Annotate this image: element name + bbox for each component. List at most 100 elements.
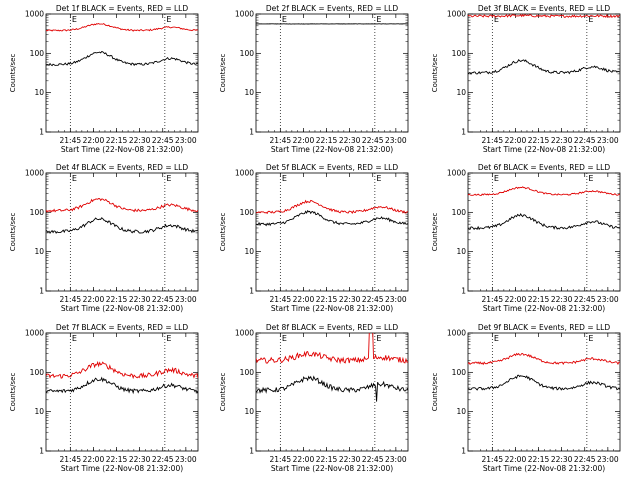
y-tick-label: 1000 xyxy=(447,169,466,178)
y-tick-label: 100 xyxy=(452,368,467,377)
panel-det-3: Det 3f BLACK = Events, RED = LLD E E 1 10 100… xyxy=(431,4,621,154)
series-black-line xyxy=(256,209,408,227)
x-tick-label: 22:15 xyxy=(316,136,338,145)
x-tick-label: 21:45 xyxy=(482,455,504,464)
x-axis-label: Start Time (22-Nov-08 21:32:00) xyxy=(271,145,393,154)
panel-det-2: Det 2f BLACK = Events, RED = LLD E E 1 10 100… xyxy=(219,4,409,154)
panel-title: Det 1f BLACK = Events, RED = LLD xyxy=(56,4,189,13)
panel-title: Det 5f BLACK = Events, RED = LLD xyxy=(266,163,399,172)
panel-det-4: Det 4f BLACK = Events, RED = LLD E E 1 10 100… xyxy=(9,163,199,313)
event-marker-label: E xyxy=(494,15,499,24)
y-tick-label: 100 xyxy=(30,49,45,58)
y-axis-label: Counts/sec xyxy=(431,54,439,93)
x-tick-label: 23:00 xyxy=(597,455,619,464)
x-axis-label: Start Time (22-Nov-08 21:32:00) xyxy=(61,464,183,473)
y-tick-label: 10 xyxy=(244,88,254,97)
y-tick-label: 100 xyxy=(240,49,255,58)
y-tick-label: 1000 xyxy=(447,10,466,19)
x-tick-label: 22:45 xyxy=(362,295,384,304)
x-tick-label: 22:00 xyxy=(293,136,315,145)
y-axis-label: Counts/sec xyxy=(9,213,17,252)
plot-frame xyxy=(45,13,199,133)
series-black-line xyxy=(468,59,620,75)
x-tick-label: 22:30 xyxy=(339,136,361,145)
event-marker-label: E xyxy=(494,334,499,343)
x-tick-label: 22:30 xyxy=(129,295,151,304)
y-axis-label: Counts/sec xyxy=(9,373,17,412)
y-tick-label: 10 xyxy=(34,88,44,97)
x-tick-label: 22:00 xyxy=(505,295,527,304)
x-tick-label: 22:30 xyxy=(339,295,361,304)
y-tick-label: 100 xyxy=(30,368,45,377)
event-marker-label: E xyxy=(376,174,381,183)
event-marker-label: E xyxy=(72,334,77,343)
y-tick-label: 1 xyxy=(39,128,44,137)
x-tick-label: 22:45 xyxy=(574,136,596,145)
y-axis-label: Counts/sec xyxy=(431,373,439,412)
x-tick-label: 22:15 xyxy=(106,295,128,304)
x-tick-label: 22:30 xyxy=(339,455,361,464)
x-tick-label: 22:45 xyxy=(362,455,384,464)
panel-det-1: Det 1f BLACK = Events, RED = LLD E E 1 10 100… xyxy=(9,4,199,154)
x-tick-label: 22:15 xyxy=(528,136,550,145)
x-tick-label: 22:00 xyxy=(505,136,527,145)
panel-title: Det 7f BLACK = Events, RED = LLD xyxy=(56,323,189,332)
series-black-line xyxy=(468,374,620,391)
x-tick-label: 23:00 xyxy=(175,455,197,464)
y-tick-label: 100 xyxy=(240,368,255,377)
y-tick-label: 1000 xyxy=(25,169,44,178)
y-tick-label: 10 xyxy=(456,88,466,97)
x-tick-label: 22:15 xyxy=(316,455,338,464)
x-tick-label: 21:45 xyxy=(482,136,504,145)
plot-frame xyxy=(45,172,199,292)
event-marker-label: E xyxy=(376,334,381,343)
event-marker-label: E xyxy=(166,174,171,183)
x-axis-label: Start Time (22-Nov-08 21:32:00) xyxy=(271,464,393,473)
event-marker-label: E xyxy=(588,174,593,183)
y-tick-label: 100 xyxy=(240,208,255,217)
series-red-line xyxy=(468,186,620,196)
event-marker-label: E xyxy=(72,15,77,24)
event-marker-label: E xyxy=(282,334,287,343)
y-tick-label: 10 xyxy=(456,247,466,256)
plot-frame xyxy=(45,332,199,452)
panel-title: Det 2f BLACK = Events, RED = LLD xyxy=(266,4,399,13)
x-tick-label: 22:30 xyxy=(551,455,573,464)
y-tick-label: 10 xyxy=(244,247,254,256)
panel-title: Det 6f BLACK = Events, RED = LLD xyxy=(478,163,611,172)
y-tick-label: 1 xyxy=(461,128,466,137)
series-red-line xyxy=(46,360,198,380)
series-red-line xyxy=(256,333,408,365)
panel-det-5: Det 5f BLACK = Events, RED = LLD E E 1 10 100… xyxy=(219,163,409,313)
y-tick-label: 10 xyxy=(244,407,254,416)
series-black-line xyxy=(46,376,198,395)
x-tick-label: 22:45 xyxy=(152,136,174,145)
y-axis-label: Counts/sec xyxy=(219,373,227,412)
x-tick-label: 22:45 xyxy=(574,455,596,464)
panel-det-7: Det 7f BLACK = Events, RED = LLD E E 1 10 100… xyxy=(9,323,199,473)
y-tick-label: 1000 xyxy=(235,10,254,19)
y-axis-label: Counts/sec xyxy=(219,54,227,93)
event-marker-label: E xyxy=(166,334,171,343)
series-black-line xyxy=(468,213,620,231)
event-marker-label: E xyxy=(282,174,287,183)
x-tick-label: 21:45 xyxy=(270,295,292,304)
x-tick-label: 23:00 xyxy=(175,295,197,304)
x-tick-label: 22:00 xyxy=(83,295,105,304)
series-red-line xyxy=(46,22,198,32)
y-tick-label: 1000 xyxy=(447,329,466,338)
y-tick-label: 1000 xyxy=(25,10,44,19)
series-red-line xyxy=(46,198,198,213)
x-tick-label: 22:15 xyxy=(528,455,550,464)
x-tick-label: 23:00 xyxy=(175,136,197,145)
x-tick-label: 22:45 xyxy=(362,136,384,145)
y-tick-label: 1 xyxy=(461,287,466,296)
x-tick-label: 22:45 xyxy=(574,295,596,304)
y-tick-label: 1 xyxy=(39,287,44,296)
panel-det-6: Det 6f BLACK = Events, RED = LLD E E 1 10 100… xyxy=(431,163,621,313)
x-tick-label: 22:15 xyxy=(316,295,338,304)
x-tick-label: 22:00 xyxy=(83,455,105,464)
x-tick-label: 23:00 xyxy=(385,455,407,464)
event-marker-label: E xyxy=(72,174,77,183)
y-tick-label: 1 xyxy=(249,287,254,296)
